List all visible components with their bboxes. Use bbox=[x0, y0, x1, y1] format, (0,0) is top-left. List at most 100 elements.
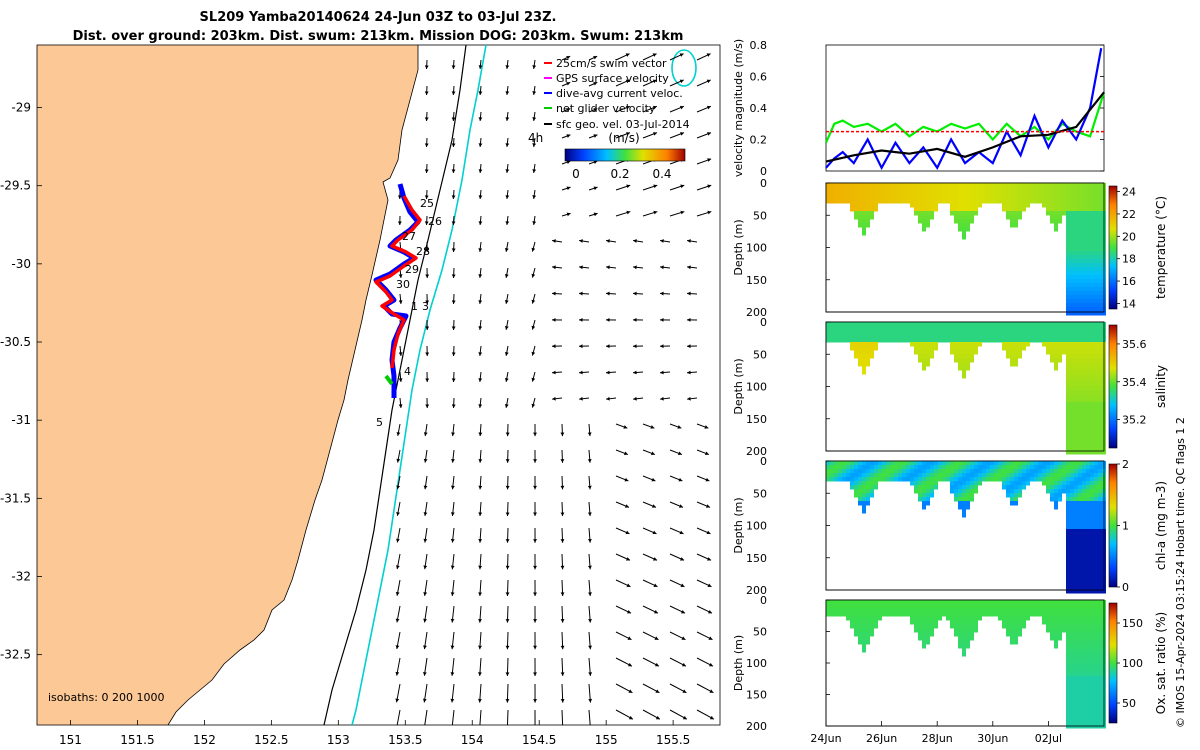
heatmap-cell bbox=[1094, 259, 1098, 264]
heatmap-cell bbox=[862, 608, 866, 613]
heatmap-cell bbox=[1074, 199, 1078, 204]
heatmap-cell bbox=[970, 195, 974, 200]
velocity-vector-head bbox=[560, 432, 565, 437]
heatmap-cell bbox=[966, 604, 970, 609]
heatmap-cell bbox=[1074, 247, 1078, 252]
heatmap-cell bbox=[1074, 342, 1078, 347]
heatmap-cell bbox=[866, 628, 870, 633]
heatmap-cell bbox=[970, 342, 974, 347]
heatmap-cell bbox=[1066, 354, 1070, 359]
heatmap-cell bbox=[870, 628, 874, 633]
velocity-vector-head bbox=[478, 378, 483, 382]
heatmap-cell bbox=[1066, 223, 1070, 228]
velocity-vector-head bbox=[633, 291, 637, 296]
velocity-vector-head bbox=[532, 169, 537, 173]
heatmap-cell bbox=[1066, 628, 1070, 633]
heatmap-cell bbox=[1090, 287, 1094, 292]
heatmap-cell bbox=[1066, 394, 1070, 399]
heatmap-cell bbox=[1066, 620, 1070, 625]
heatmap-cell bbox=[1022, 481, 1026, 486]
heatmap-cell bbox=[1046, 334, 1050, 339]
velocity-vector-head bbox=[678, 477, 683, 482]
heatmap-cell bbox=[1074, 239, 1078, 244]
heatmap-cell bbox=[1090, 271, 1094, 276]
heatmap-cell bbox=[1066, 247, 1070, 252]
heatmap-cell bbox=[1086, 537, 1090, 542]
heatmap-cell bbox=[954, 624, 958, 629]
heatmap-cell bbox=[1094, 529, 1098, 534]
heatmap-cell bbox=[958, 481, 962, 486]
heatmap-cell bbox=[1046, 350, 1050, 355]
velocity-vector-head bbox=[396, 485, 401, 490]
heatmap-cell bbox=[1082, 644, 1086, 649]
heatmap-cell bbox=[1070, 696, 1074, 701]
heatmap-cell bbox=[1082, 271, 1086, 276]
heatmap-cell bbox=[1022, 600, 1026, 605]
heatmap-cell bbox=[834, 199, 838, 204]
heatmap-cell bbox=[922, 620, 926, 625]
heatmap-cell bbox=[1074, 529, 1078, 534]
heatmap-cell bbox=[1018, 330, 1022, 335]
heatmap-cell bbox=[962, 600, 966, 605]
heatmap-cell bbox=[1098, 660, 1102, 665]
velocity-vector-head bbox=[660, 344, 664, 349]
heatmap-cell bbox=[1090, 263, 1094, 268]
heatmap-cell bbox=[1014, 338, 1018, 343]
heatmap-cell bbox=[1014, 203, 1018, 208]
velocity-vector-head bbox=[679, 53, 684, 57]
heatmap-cell bbox=[1074, 394, 1078, 399]
heatmap-cell bbox=[922, 338, 926, 343]
heatmap-cell bbox=[930, 477, 934, 482]
heatmap-cell bbox=[1094, 545, 1098, 550]
heatmap-cell bbox=[1090, 577, 1094, 582]
velocity-vector-head bbox=[587, 459, 592, 463]
heatmap-cell bbox=[1098, 600, 1102, 605]
heatmap-cell bbox=[1070, 616, 1074, 621]
heatmap-cell bbox=[1074, 267, 1078, 272]
heatmap-cell bbox=[1006, 199, 1010, 204]
heatmap-cell bbox=[850, 322, 854, 327]
heatmap-cell bbox=[926, 608, 930, 613]
heatmap-cell bbox=[938, 199, 942, 204]
heatmap-cell bbox=[1098, 382, 1102, 387]
heatmap-cell bbox=[1078, 505, 1082, 510]
heatmap-cell bbox=[938, 326, 942, 331]
heatmap-cell bbox=[1050, 342, 1054, 347]
heatmap-cell bbox=[962, 235, 966, 240]
heatmap-cell bbox=[926, 346, 930, 351]
heatmap-cell bbox=[974, 191, 978, 196]
heatmap-cell bbox=[1022, 616, 1026, 621]
heatmap-cell bbox=[1074, 243, 1078, 248]
heatmap-cell bbox=[1078, 676, 1082, 681]
heatmap-cell bbox=[1098, 199, 1102, 204]
heatmap-cell bbox=[1074, 330, 1078, 335]
heatmap-cell bbox=[1094, 636, 1098, 641]
heatmap-cell bbox=[926, 350, 930, 355]
velocity-vector-head bbox=[451, 326, 456, 330]
heatmap-cell bbox=[946, 183, 950, 188]
heatmap-cell bbox=[1082, 307, 1086, 312]
heatmap-cell bbox=[1090, 600, 1094, 605]
heatmap-cell bbox=[1014, 497, 1018, 502]
heatmap-cell bbox=[870, 600, 874, 605]
heatmap-cell bbox=[1066, 299, 1070, 304]
heatmap-cell bbox=[970, 465, 974, 470]
isobath-1000 bbox=[351, 45, 487, 725]
heatmap-cell bbox=[1098, 215, 1102, 220]
heatmap-cell bbox=[902, 477, 906, 482]
heatmap-cell bbox=[1034, 199, 1038, 204]
heatmap-cell bbox=[950, 473, 954, 478]
heatmap-cell bbox=[1074, 569, 1078, 574]
heatmap-cell bbox=[958, 211, 962, 216]
heatmap-cell bbox=[926, 473, 930, 478]
heatmap-cell bbox=[954, 183, 958, 188]
heatmap-cell bbox=[1010, 219, 1014, 224]
heatmap-cell bbox=[1078, 358, 1082, 363]
heatmap-cell bbox=[1050, 469, 1054, 474]
heatmap-cell bbox=[886, 604, 890, 609]
heatmap-cell bbox=[1086, 219, 1090, 224]
heatmap-cell bbox=[1078, 446, 1082, 451]
isobaths-label: isobaths: 0 200 1000 bbox=[48, 691, 164, 704]
heatmap-cell bbox=[1006, 346, 1010, 351]
heatmap-cell bbox=[974, 612, 978, 617]
